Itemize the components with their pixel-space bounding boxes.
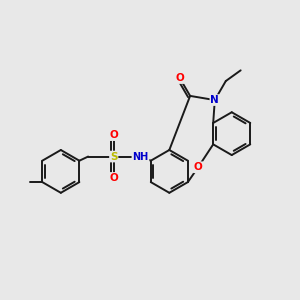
Text: S: S [110, 152, 118, 161]
Text: NH: NH [132, 152, 148, 161]
Text: O: O [110, 173, 118, 183]
Text: O: O [110, 130, 118, 140]
Text: N: N [210, 95, 219, 105]
Text: O: O [194, 162, 203, 172]
Text: O: O [175, 73, 184, 83]
